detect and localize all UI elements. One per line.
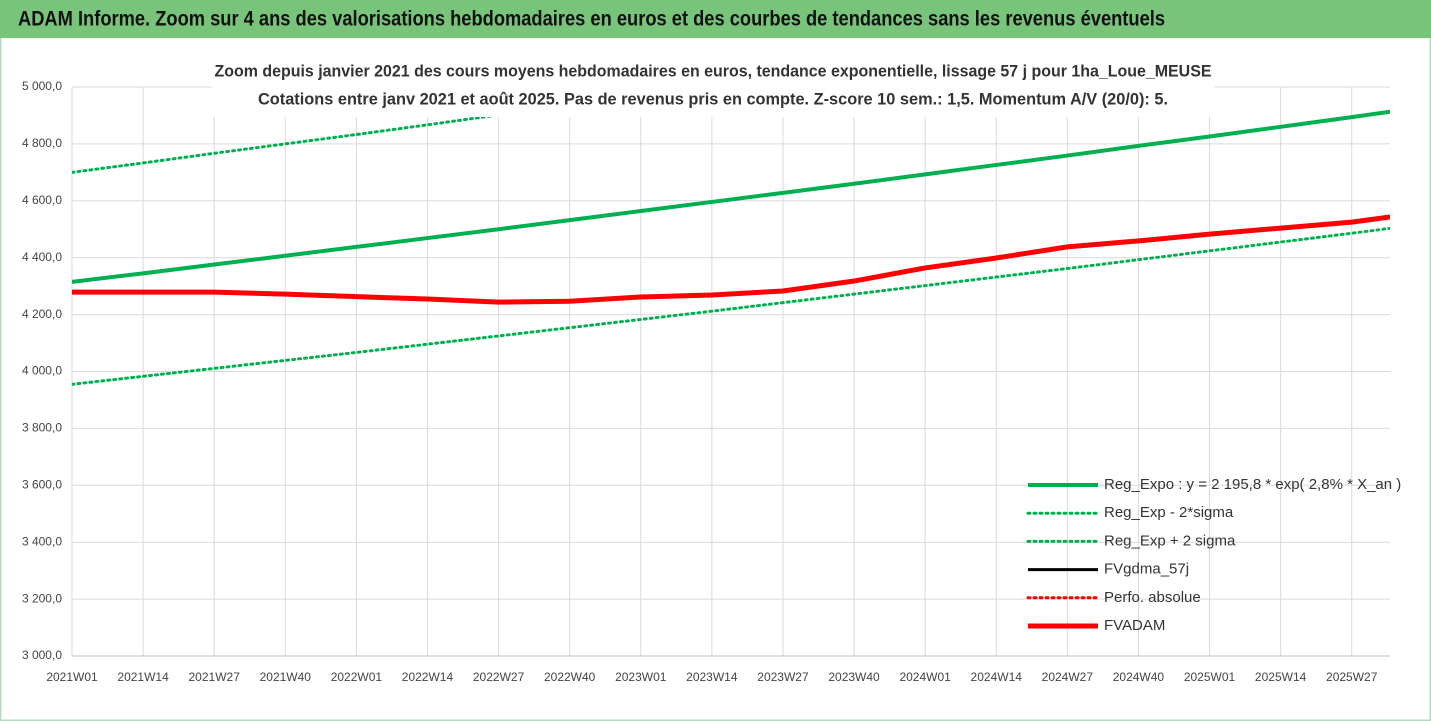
x-tick-label: 2022W01 [331,670,383,684]
x-tick-label: 2023W27 [757,670,809,684]
legend-label: FVgdma_57j [1104,561,1189,578]
x-tick-label: 2025W14 [1255,670,1307,684]
chart-subtitle: Cotations entre janv 2021 et août 2025. … [258,89,1168,108]
x-tick-label: 2022W14 [402,670,454,684]
chart-title: Zoom depuis janvier 2021 des cours moyen… [215,61,1212,80]
x-tick-label: 2024W27 [1042,670,1094,684]
y-tick-label: 4 400,0 [22,250,62,264]
y-tick-label: 3 200,0 [22,591,62,605]
series-line [72,214,1390,305]
legend-label: Reg_Expo : y = 2 195,8 * exp( 2,8% * X_a… [1104,476,1401,493]
y-tick-label: 3 600,0 [22,477,62,491]
legend-label: Perfo. absolue [1104,589,1201,606]
legend-label: FVADAM [1104,617,1165,634]
series-line [72,109,1390,284]
x-tick-label: 2025W01 [1184,670,1236,684]
x-tick-label: 2022W40 [544,670,596,684]
y-tick-label: 3 400,0 [22,534,62,548]
y-tick-label: 4 000,0 [22,364,62,378]
x-tick-label: 2023W01 [615,670,667,684]
x-tick-label: 2022W27 [473,670,525,684]
x-tick-label: 2024W01 [899,670,951,684]
y-tick-label: 4 200,0 [22,307,62,321]
y-tick-label: 4 600,0 [22,193,62,207]
series-line [72,87,711,174]
x-tick-label: 2025W27 [1326,670,1378,684]
y-tick-label: 4 800,0 [22,136,62,150]
header-title: ADAM Informe. Zoom sur 4 ans des valoris… [18,8,1165,31]
legend-label: Reg_Exp + 2 sigma [1104,532,1236,549]
y-tick-label: 5 000,0 [22,79,62,93]
x-tick-label: 2023W40 [828,670,880,684]
y-tick-label: 3 000,0 [22,648,62,662]
x-tick-label: 2021W40 [260,670,312,684]
legend-label: Reg_Exp - 2*sigma [1104,504,1234,521]
header-bar [0,0,1431,38]
plot-area: 3 000,0 3 200,0 3 400,0 3 600,0 3 800,0 4 000… [22,79,1390,684]
y-tick-label: 3 800,0 [22,421,62,435]
x-tick-label: 2024W40 [1113,670,1165,684]
x-tick-label: 2024W14 [971,670,1023,684]
x-tick-label: 2021W01 [46,670,98,684]
x-tick-label: 2021W14 [117,670,169,684]
title-box [212,55,1215,117]
x-tick-label: 2023W14 [686,670,738,684]
series-line [72,226,1390,386]
x-tick-label: 2021W27 [189,670,241,684]
